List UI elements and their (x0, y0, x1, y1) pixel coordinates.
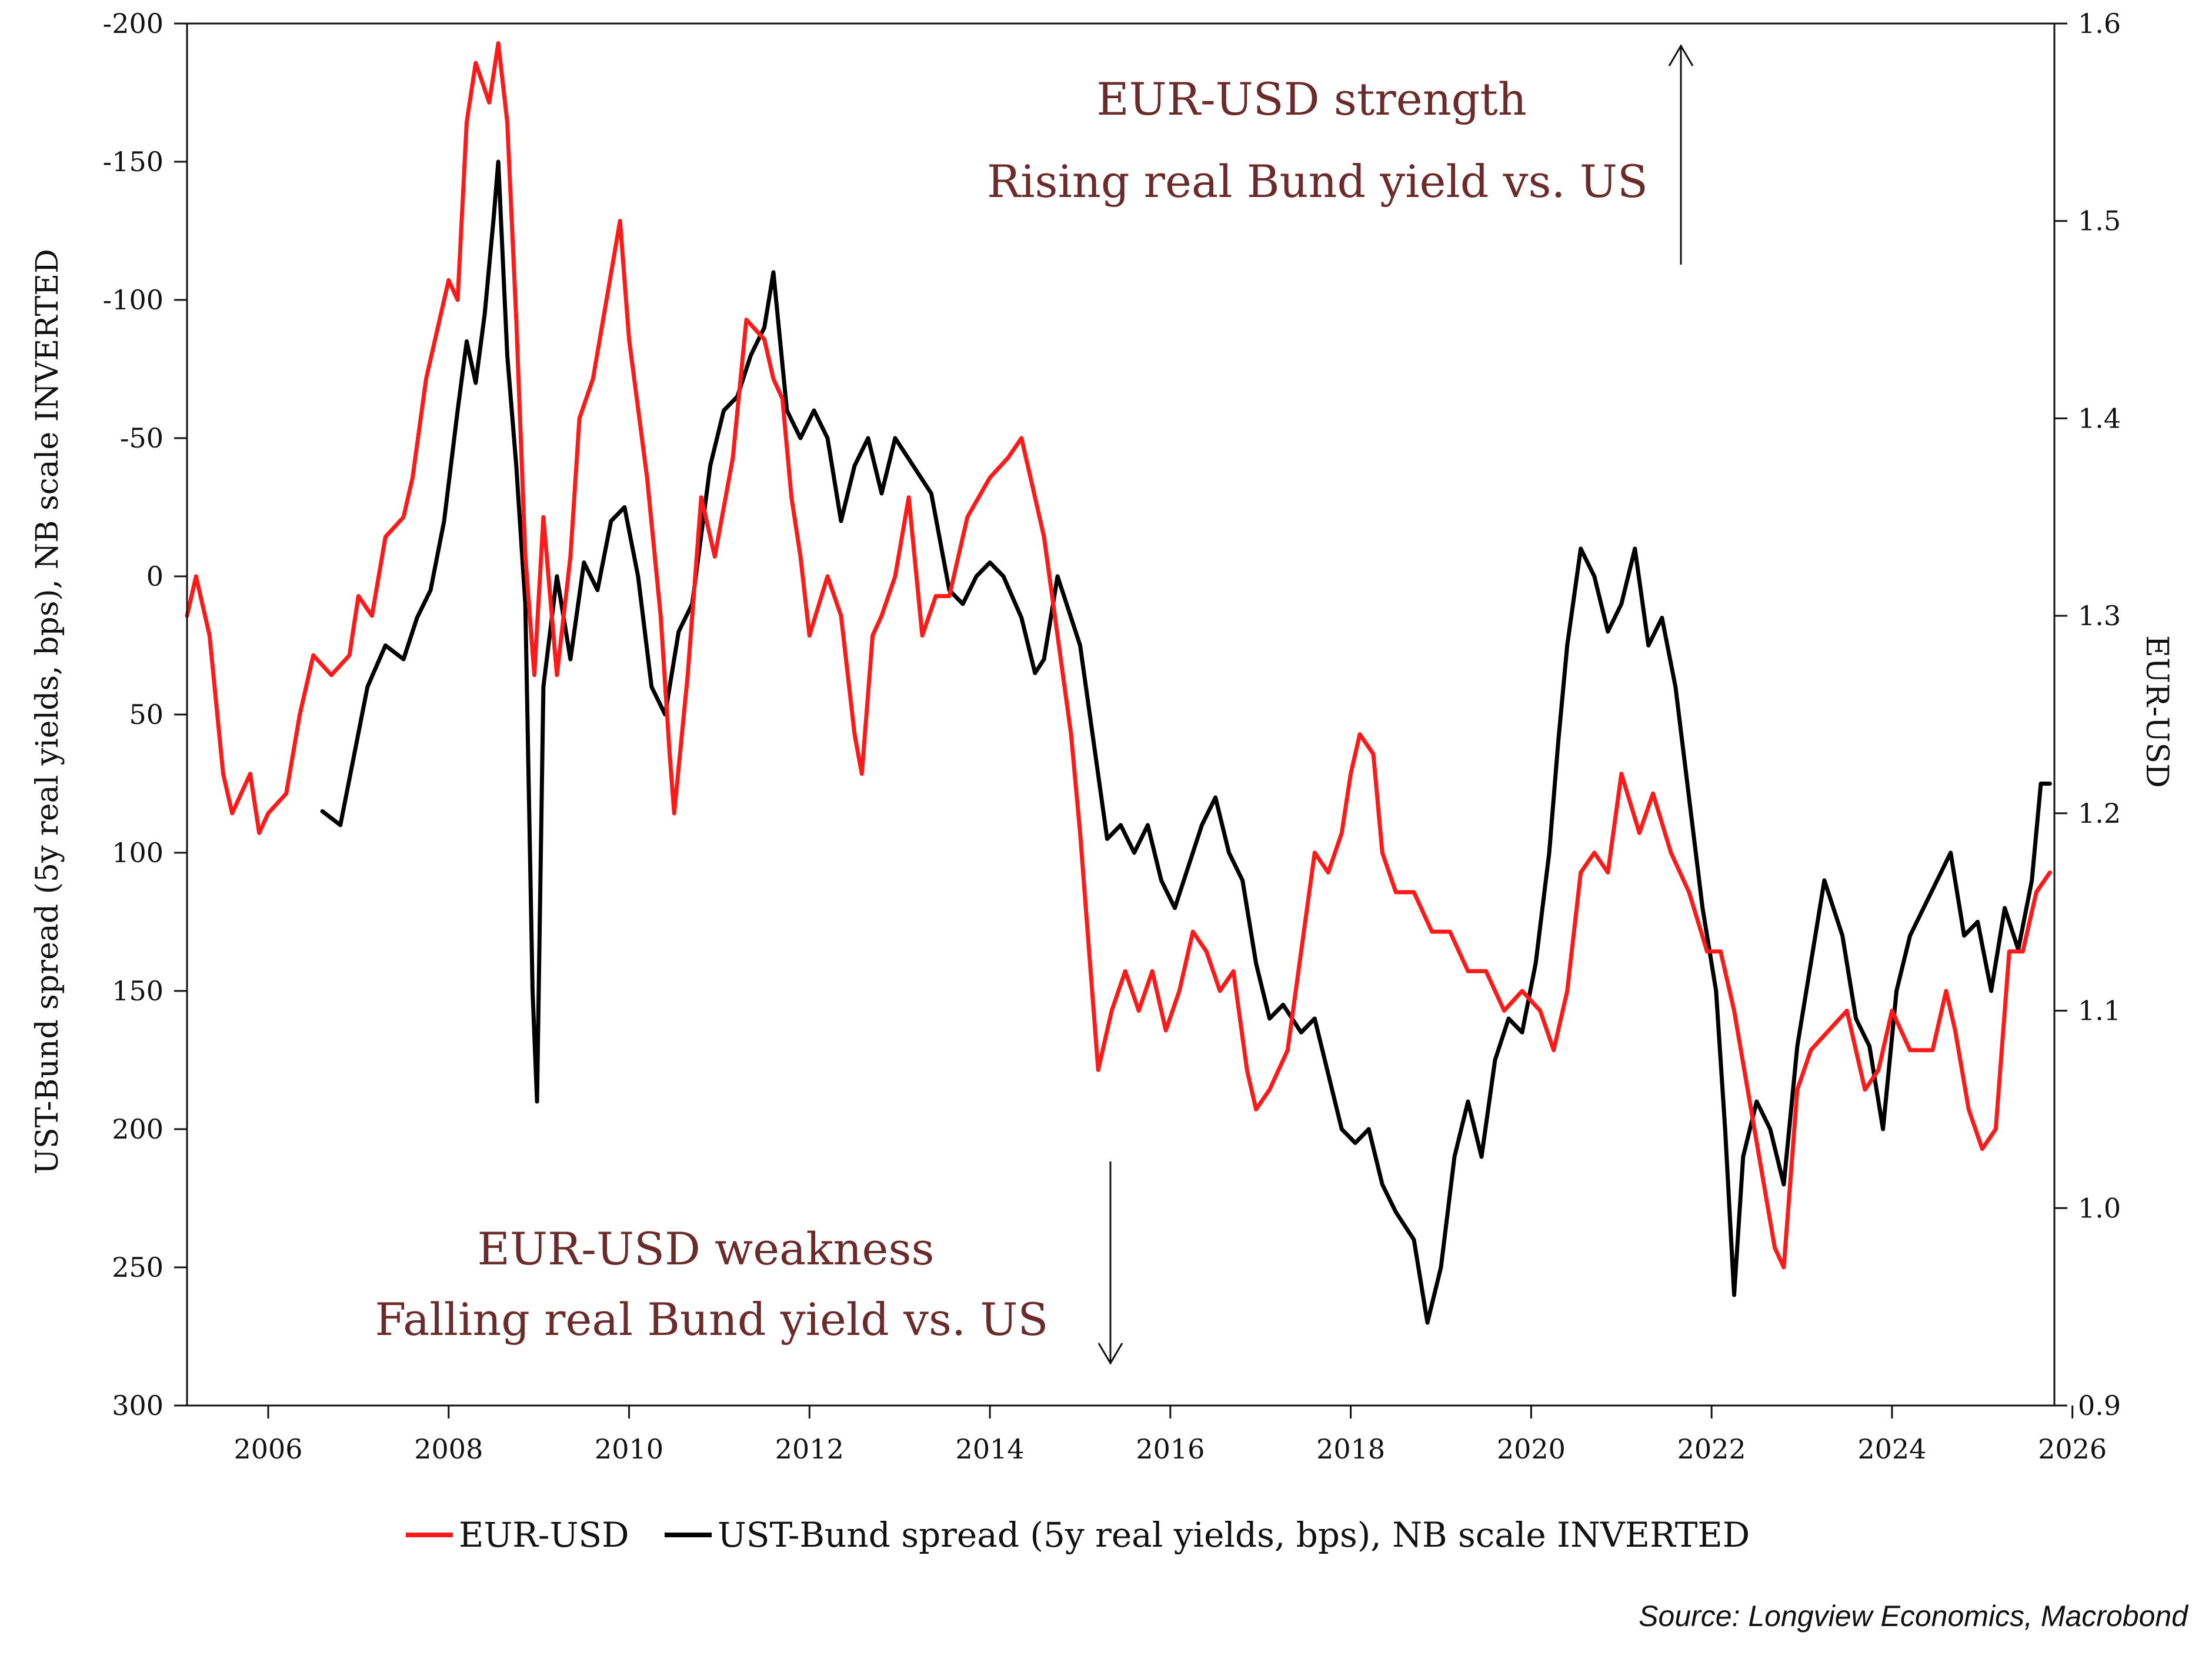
right-tick-label: 1.2 (2078, 797, 2121, 829)
x-tick-label: 2020 (1497, 1433, 1566, 1465)
x-tick-label: 2022 (1677, 1433, 1746, 1465)
left-tick-label: 300 (112, 1390, 164, 1421)
x-tick-label: 2024 (1857, 1433, 1926, 1465)
annotation-strength-title: EUR-USD strength (1096, 73, 1527, 125)
right-tick-label: 1.5 (2078, 205, 2121, 237)
x-tick-label: 2006 (234, 1433, 303, 1465)
axis-layer: 2006 2008 2010 2012 2014 2016 2018 2020 2022 2024… (103, 8, 2121, 1465)
left-tick-label: 200 (112, 1113, 164, 1145)
left-tick-label: -50 (120, 422, 164, 454)
right-tick-label: 1.1 (2078, 995, 2121, 1027)
left-tick-label: 250 (112, 1251, 164, 1283)
right-tick-label: 1.3 (2078, 600, 2121, 632)
series-line-spread (320, 159, 2052, 1325)
legend-label-eurusd: EUR-USD (459, 1515, 629, 1555)
left-tick-label: 150 (112, 975, 164, 1007)
source-note: Source: Longview Economics, Macrobond (1639, 1600, 2189, 1633)
left-tick-label: 0 (146, 560, 164, 592)
x-tick-label: 2018 (1316, 1433, 1385, 1465)
x-tick-label: 2014 (956, 1433, 1025, 1465)
series-line-eurusd (185, 41, 2052, 1270)
left-axis-title: UST-Bund spread (5y real yields, bps), N… (30, 249, 65, 1174)
left-tick-label: 100 (112, 837, 164, 869)
x-tick-label: 2026 (2038, 1433, 2107, 1465)
left-tick-label: 50 (129, 699, 164, 730)
x-tick-label: 2012 (775, 1433, 844, 1465)
arrow-down-icon (1097, 1161, 1123, 1365)
left-tick-label: -200 (103, 8, 164, 39)
left-tick-label: -100 (103, 284, 164, 316)
annotation-weakness-title: EUR-USD weakness (478, 1223, 935, 1275)
right-tick-label: 1.0 (2078, 1192, 2121, 1224)
x-tick-label: 2010 (595, 1433, 663, 1465)
right-tick-label: 1.4 (2078, 402, 2121, 434)
x-tick-label: 2008 (414, 1433, 483, 1465)
right-tick-label: 1.6 (2078, 8, 2121, 39)
right-tick-label: 0.9 (2078, 1390, 2121, 1421)
arrow-up-icon (1668, 44, 1694, 265)
annotation-weakness-subtitle: Falling real Bund yield vs. US (375, 1293, 1049, 1346)
legend: EUR-USD UST-Bund spread (5y real yields,… (406, 1515, 1750, 1555)
series-layer (185, 41, 2052, 1325)
legend-label-spread: UST-Bund spread (5y real yields, bps), N… (718, 1515, 1750, 1555)
x-tick-label: 2016 (1136, 1433, 1205, 1465)
left-tick-label: -150 (103, 146, 164, 178)
annotation-strength-subtitle: Rising real Bund yield vs. US (987, 155, 1648, 208)
right-axis-title: EUR-USD (2139, 635, 2174, 788)
